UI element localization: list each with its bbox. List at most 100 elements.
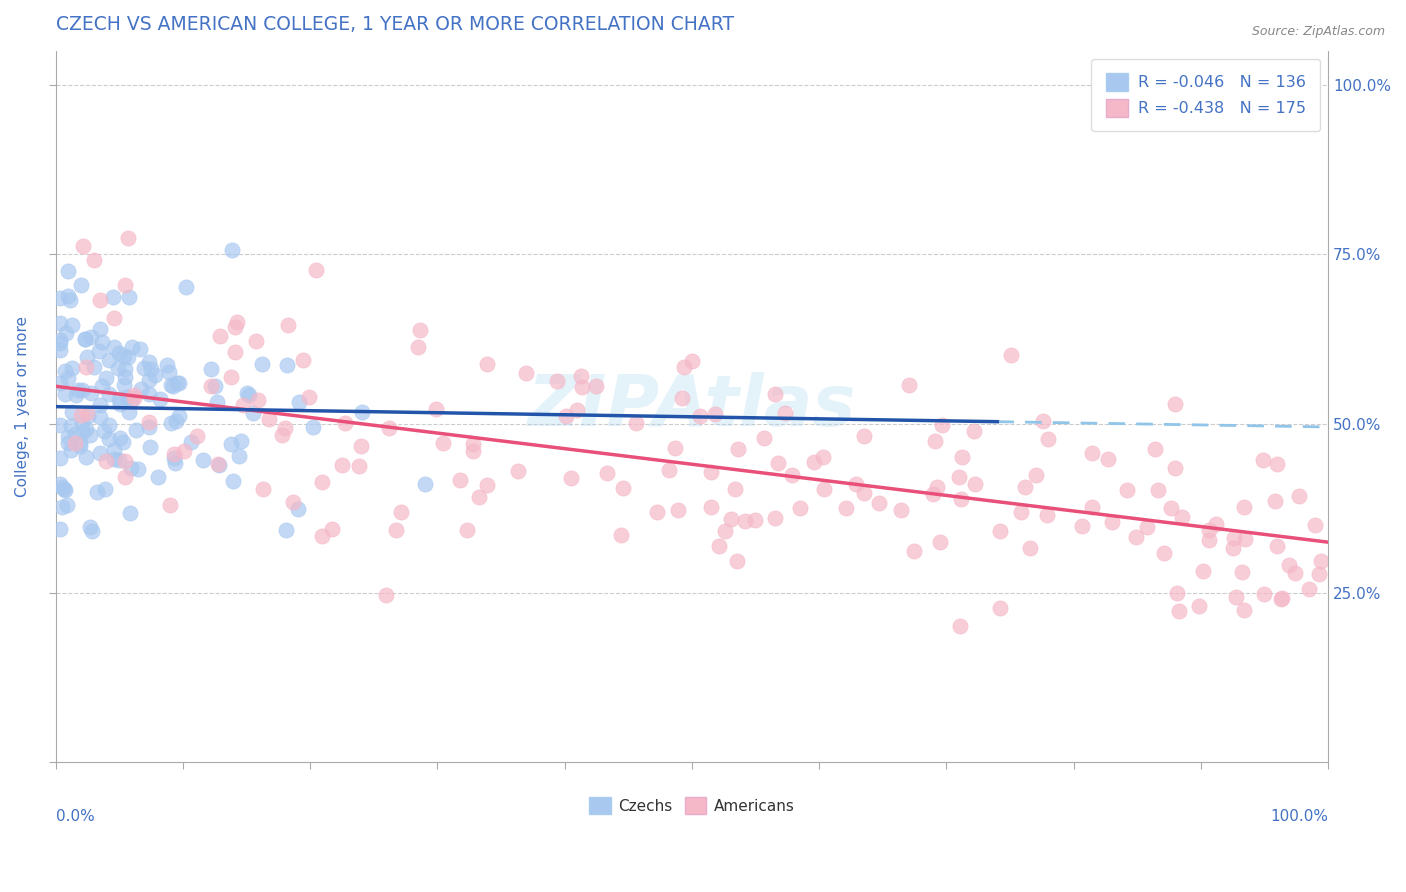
Point <box>103 341 125 355</box>
Point <box>1205 517 1227 532</box>
Point <box>673 359 696 374</box>
Point <box>58 430 80 444</box>
Point <box>221 436 243 450</box>
Point <box>274 421 297 435</box>
Point <box>138 440 160 454</box>
Point <box>115 390 138 404</box>
Point <box>72 425 94 439</box>
Point <box>988 524 1011 538</box>
Point <box>714 524 737 538</box>
Point <box>1288 489 1310 503</box>
Point <box>200 361 222 376</box>
Point <box>626 416 648 430</box>
Point <box>922 487 945 501</box>
Point <box>160 416 183 430</box>
Point <box>48 418 70 433</box>
Point <box>103 443 125 458</box>
Point <box>853 486 876 500</box>
Point <box>1303 518 1326 533</box>
Point <box>70 277 93 292</box>
Point <box>449 473 471 487</box>
Point <box>780 467 803 482</box>
Point <box>48 336 70 351</box>
Point <box>274 523 297 537</box>
Point <box>1081 500 1104 514</box>
Point <box>506 464 529 478</box>
Point <box>112 378 135 392</box>
Point <box>287 501 309 516</box>
Point <box>114 369 136 384</box>
Point <box>108 396 131 410</box>
Point <box>127 461 149 475</box>
Point <box>734 514 756 528</box>
Point <box>51 500 73 514</box>
Point <box>664 441 686 455</box>
Point <box>156 358 179 372</box>
Point <box>56 289 79 303</box>
Point <box>1233 533 1256 547</box>
Point <box>1265 539 1288 553</box>
Point <box>571 380 593 394</box>
Point <box>247 392 270 407</box>
Point <box>245 334 267 348</box>
Point <box>108 431 131 445</box>
Point <box>98 353 121 368</box>
Point <box>311 529 333 543</box>
Point <box>120 461 142 475</box>
Point <box>89 446 111 460</box>
Point <box>929 535 952 549</box>
Point <box>143 368 166 382</box>
Point <box>69 435 91 450</box>
Point <box>162 378 184 392</box>
Point <box>347 459 370 474</box>
Point <box>49 522 72 536</box>
Point <box>93 425 115 439</box>
Point <box>1160 500 1182 515</box>
Point <box>277 318 299 333</box>
Text: Source: ZipAtlas.com: Source: ZipAtlas.com <box>1251 25 1385 38</box>
Point <box>1010 505 1032 519</box>
Point <box>813 482 835 496</box>
Point <box>65 388 87 402</box>
Point <box>48 343 70 357</box>
Point <box>1136 520 1159 534</box>
Point <box>332 458 354 472</box>
Point <box>173 444 195 458</box>
Point <box>720 512 742 526</box>
Point <box>897 378 920 392</box>
Point <box>55 499 77 513</box>
Point <box>1171 510 1194 524</box>
Point <box>1032 414 1054 428</box>
Point <box>385 524 408 538</box>
Point <box>389 505 412 519</box>
Point <box>191 452 214 467</box>
Point <box>97 417 120 432</box>
Point <box>56 435 79 450</box>
Point <box>232 398 254 412</box>
Point <box>205 395 228 409</box>
Point <box>163 447 186 461</box>
Point <box>773 406 796 420</box>
Point <box>72 239 94 253</box>
Point <box>1223 532 1246 546</box>
Point <box>73 332 96 346</box>
Point <box>82 524 104 538</box>
Point <box>1308 566 1330 581</box>
Text: 0.0%: 0.0% <box>56 809 94 823</box>
Point <box>60 360 83 375</box>
Point <box>1253 587 1275 601</box>
Point <box>114 362 136 376</box>
Point <box>569 369 592 384</box>
Point <box>103 452 125 467</box>
Point <box>1222 541 1244 556</box>
Point <box>853 429 876 443</box>
Point <box>1233 603 1256 617</box>
Point <box>1198 524 1220 538</box>
Point <box>180 434 202 449</box>
Point <box>98 432 121 446</box>
Point <box>1270 592 1292 607</box>
Point <box>83 253 105 268</box>
Point <box>1264 494 1286 508</box>
Point <box>1284 566 1306 581</box>
Point <box>1188 599 1211 614</box>
